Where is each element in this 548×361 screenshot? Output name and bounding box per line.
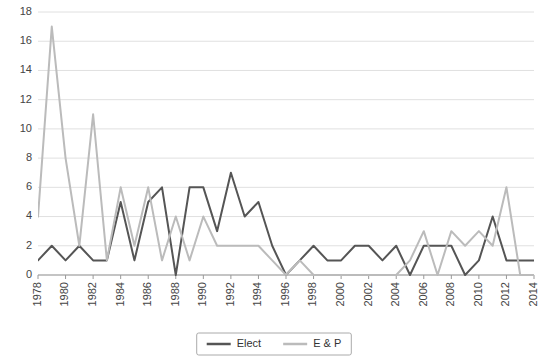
x-tick-label: 1986 <box>141 282 153 306</box>
grid-line <box>38 99 534 100</box>
grid-line <box>38 12 534 13</box>
y-tick-label: 10 <box>20 122 32 134</box>
x-tick-label: 1982 <box>86 282 98 306</box>
x-tick-label: 1978 <box>31 282 43 306</box>
x-tick-label: 1990 <box>196 282 208 306</box>
x-axis: 1978 1980 1982 1984 1986 1988 1990 1992 1994 1996… <box>31 275 539 306</box>
y-tick-label: 6 <box>26 180 32 192</box>
grid-line <box>38 216 534 217</box>
grid <box>38 12 534 275</box>
x-tick-label: 1992 <box>224 282 236 306</box>
x-tick <box>506 275 507 279</box>
x-tick <box>38 275 39 279</box>
x-tick-label: 2010 <box>472 282 484 306</box>
x-tick <box>423 275 424 279</box>
grid-line <box>38 41 534 42</box>
x-tick <box>120 275 121 279</box>
x-tick <box>258 275 259 279</box>
x-tick-label: 2008 <box>444 282 456 306</box>
series-line <box>38 27 534 275</box>
x-tick <box>93 275 94 279</box>
y-tick-label: 0 <box>26 268 32 280</box>
x-tick-label: 1996 <box>279 282 291 306</box>
y-tick-label: 2 <box>26 239 32 251</box>
x-tick-label: 2012 <box>499 282 511 306</box>
grid-line <box>38 187 534 188</box>
y-tick-label: 18 <box>20 5 32 17</box>
y-tick-label: 4 <box>26 209 32 221</box>
chart-container: 0246810121416181978198019821984198619881… <box>0 0 548 361</box>
x-tick-label: 2000 <box>334 282 346 306</box>
x-tick-label: 2014 <box>527 282 539 306</box>
x-tick-label: 2002 <box>362 282 374 306</box>
legend-box <box>197 333 352 355</box>
legend-swatch <box>283 343 307 346</box>
legend-label: Elect <box>237 337 261 349</box>
legend-swatch <box>207 343 231 346</box>
x-tick-label: 2004 <box>389 282 401 306</box>
y-axis: 0 2 4 6 8 10 12 14 16 18 <box>20 5 32 280</box>
x-tick-label: 1994 <box>251 282 263 306</box>
grid-line <box>38 128 534 129</box>
x-tick-label: 1980 <box>58 282 70 306</box>
x-tick-label: 2006 <box>417 282 429 306</box>
chart-svg: 0246810121416181978198019821984198619881… <box>0 0 548 361</box>
x-tick <box>148 275 149 279</box>
legend-label: E & P <box>313 337 341 349</box>
x-tick <box>203 275 204 279</box>
lines <box>38 27 534 275</box>
x-tick <box>478 275 479 279</box>
series-line <box>38 173 534 275</box>
y-tick-label: 14 <box>20 63 32 75</box>
grid-line <box>38 245 534 246</box>
x-tick <box>230 275 231 279</box>
x-tick-label: 1988 <box>169 282 181 306</box>
y-tick-label: 12 <box>20 93 32 105</box>
grid-line <box>38 70 534 71</box>
x-tick <box>65 275 66 279</box>
grid-line <box>38 158 534 159</box>
legend: Elect E & P <box>197 333 352 355</box>
x-tick <box>451 275 452 279</box>
y-tick-label: 16 <box>20 34 32 46</box>
y-tick-label: 8 <box>26 151 32 163</box>
x-tick-label: 1984 <box>114 282 126 306</box>
x-tick-label: 1998 <box>306 282 318 306</box>
